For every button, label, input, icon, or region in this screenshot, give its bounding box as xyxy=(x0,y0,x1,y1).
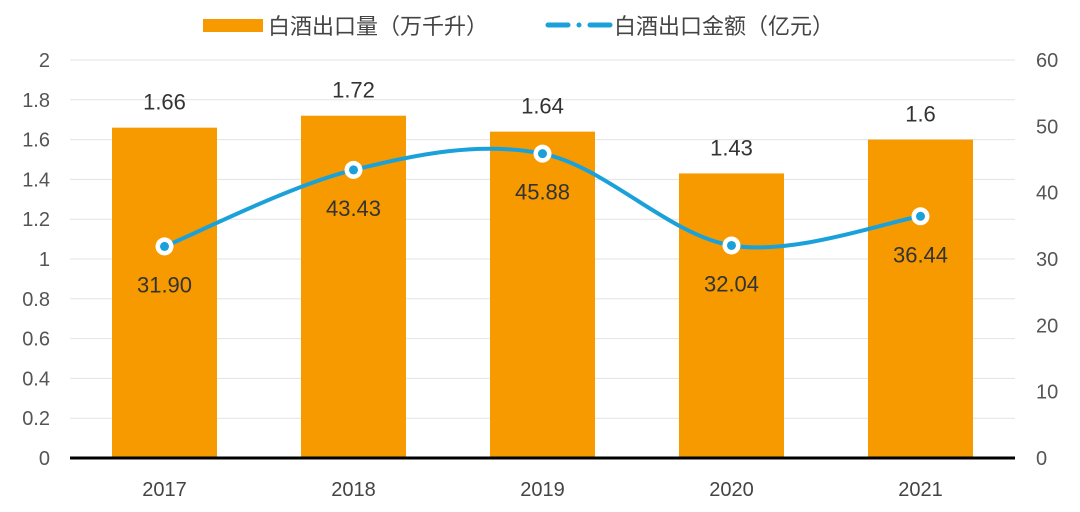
y-left-tick-label: 0.6 xyxy=(22,329,50,351)
bar-data-label: 1.6 xyxy=(905,102,936,127)
line-data-label: 45.88 xyxy=(515,180,570,205)
y-left-tick-label: 1.8 xyxy=(22,90,50,112)
line-data-label: 32.04 xyxy=(704,271,759,296)
x-tick-label: 2017 xyxy=(142,479,187,501)
y-right-tick-label: 60 xyxy=(1036,50,1058,72)
legend-line-label: 白酒出口金额（亿元） xyxy=(614,14,834,39)
y-right-tick-label: 0 xyxy=(1036,448,1047,470)
line-marker-dot xyxy=(538,149,547,159)
legend-line-swatch-dot xyxy=(576,22,582,28)
y-left-tick-label: 0.2 xyxy=(22,408,50,430)
bar xyxy=(490,131,595,458)
y-right-tick-label: 20 xyxy=(1036,315,1058,337)
bar xyxy=(112,127,217,458)
bar-data-label: 1.43 xyxy=(710,135,753,160)
y-left-tick-label: 1.4 xyxy=(22,169,50,191)
y-right-tick-label: 40 xyxy=(1036,183,1058,205)
y-right-tick-label: 30 xyxy=(1036,249,1058,271)
line-data-label: 36.44 xyxy=(893,242,948,267)
x-tick-label: 2019 xyxy=(520,479,565,501)
line-data-label: 43.43 xyxy=(326,196,381,221)
legend-bar-label: 白酒出口量（万千升） xyxy=(268,14,488,39)
bar xyxy=(679,173,784,458)
x-tick-label: 2018 xyxy=(331,479,376,501)
y-left-tick-label: 0.4 xyxy=(22,368,50,390)
y-left-tick-label: 1.6 xyxy=(22,130,50,152)
line-marker-dot xyxy=(349,165,358,175)
x-tick-label: 2020 xyxy=(709,479,754,501)
line-data-label: 31.90 xyxy=(137,272,192,297)
bar-data-label: 1.66 xyxy=(143,90,186,115)
y-left-tick-label: 0 xyxy=(39,448,50,470)
y-left-tick-label: 2 xyxy=(39,50,50,72)
x-tick-label: 2021 xyxy=(898,479,943,501)
y-left-tick-label: 0.8 xyxy=(22,289,50,311)
y-right-tick-label: 10 xyxy=(1036,382,1058,404)
y-right-tick-label: 50 xyxy=(1036,116,1058,138)
line-marker-dot xyxy=(727,240,736,250)
y-left-tick-label: 1 xyxy=(39,249,50,271)
y-left-tick-label: 1.2 xyxy=(22,209,50,231)
line-marker-dot xyxy=(916,211,925,221)
legend-bar-swatch xyxy=(203,19,263,32)
bar xyxy=(868,139,973,458)
bar-data-label: 1.64 xyxy=(521,94,564,119)
bar-data-label: 1.72 xyxy=(332,78,375,103)
line-marker-dot xyxy=(160,241,169,251)
